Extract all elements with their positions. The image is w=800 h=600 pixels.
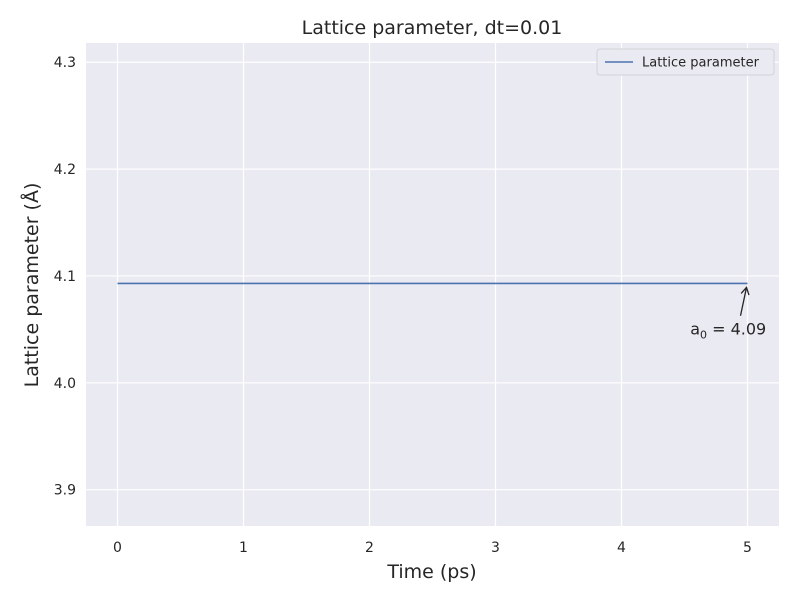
y-tick-label: 3.9 [54,483,76,499]
annotation-subscript: 0 [700,329,707,342]
annotation-arrow [739,286,750,316]
annotation-base: a [690,320,700,339]
legend-entry: Lattice parameter [642,56,760,71]
annotation: a0 = 4.09 [690,286,766,342]
annotation-text: a0 = 4.09 [690,320,766,342]
y-tick-label: 4.0 [54,376,76,392]
x-tick-label: 1 [239,540,248,556]
x-tick-label: 2 [365,540,374,556]
y-axis-label: Lattice parameter (Å) [20,183,43,388]
grid [86,43,779,526]
y-tick-label: 4.1 [54,269,76,285]
y-tick-label: 4.2 [54,162,76,178]
plot-area [86,43,779,526]
legend-box [596,48,775,76]
y-tick-label: 4.3 [54,55,76,71]
x-tick-label: 3 [491,540,500,556]
x-tick-label: 5 [743,540,752,556]
x-tick-label: 0 [113,540,122,556]
chart-title: Lattice parameter, dt=0.01 [302,17,563,39]
annotation-rest: = 4.09 [707,320,766,339]
legend: Lattice parameter [596,48,775,76]
tick-labels: 0 1 2 3 4 5 3.9 4.0 4.1 4.2 4.3 [54,55,752,556]
x-tick-label: 4 [617,540,626,556]
x-axis-label: Time (ps) [386,561,476,583]
